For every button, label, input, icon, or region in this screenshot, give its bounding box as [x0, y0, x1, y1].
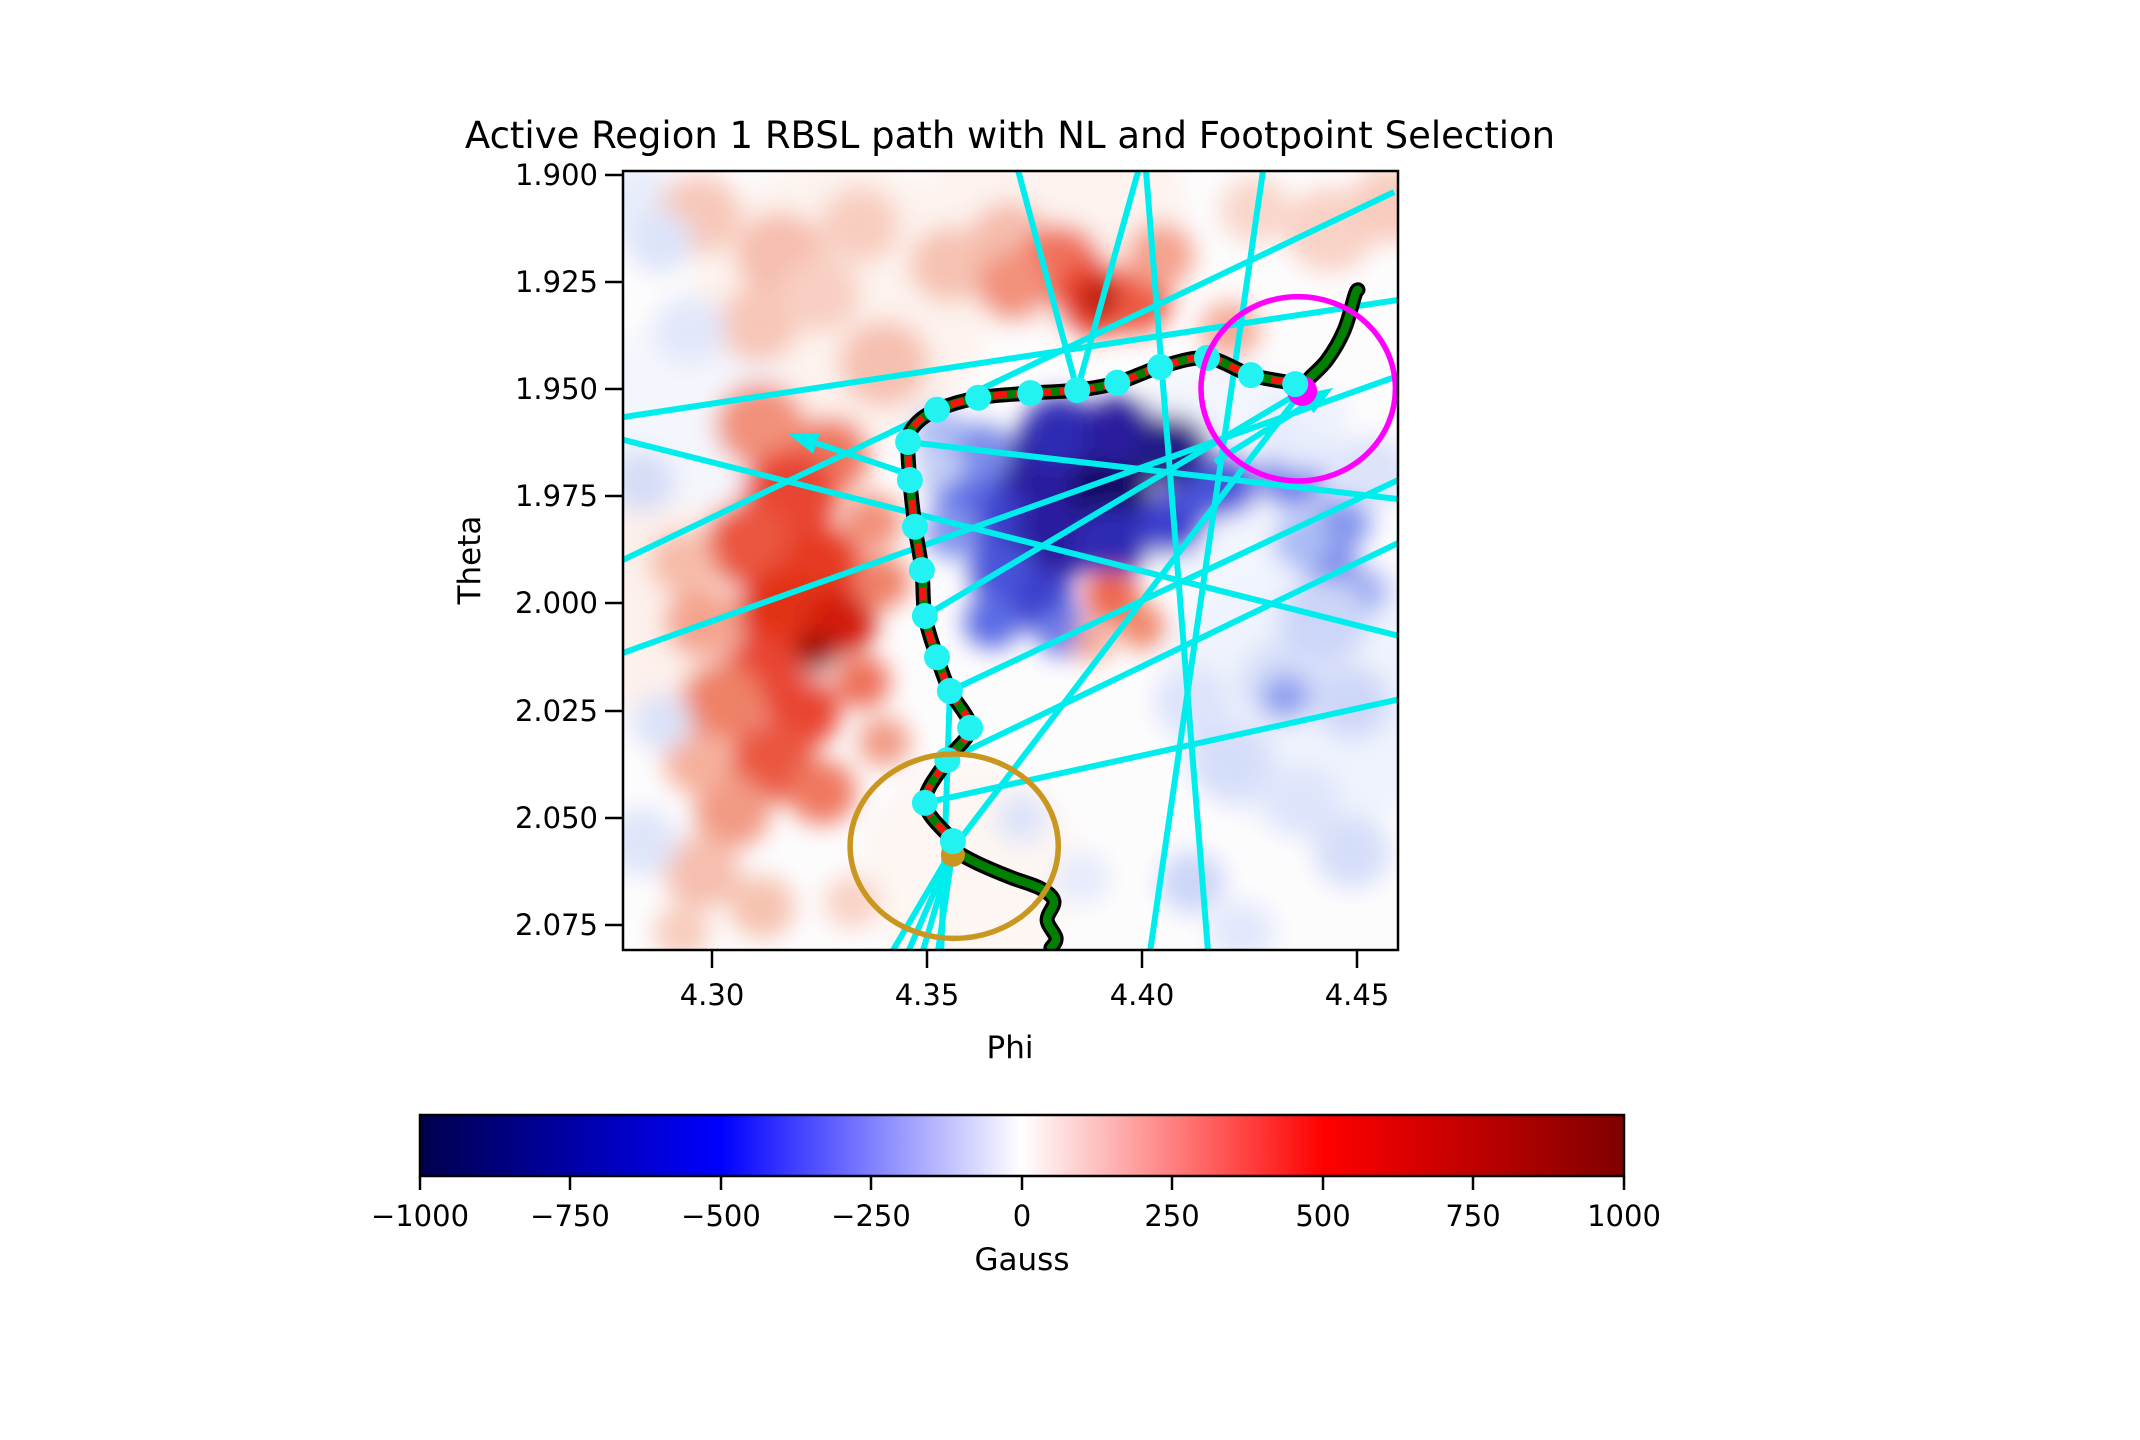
- colorbar-tick-label: −750: [530, 1199, 610, 1233]
- path-dot: [902, 513, 928, 540]
- y-tick-label: 1.900: [515, 158, 598, 192]
- path-dot: [1064, 377, 1091, 404]
- x-tick-label: 4.30: [680, 978, 745, 1012]
- colorbar-tick-label: −500: [681, 1199, 761, 1233]
- nl-candidate-line: [623, 373, 1398, 656]
- footpoint-selection-circle: [1198, 293, 1399, 484]
- x-tick-marks: [710, 950, 1359, 968]
- heat-blobs: [623, 171, 1398, 950]
- path-dot: [1237, 362, 1264, 389]
- x-tick-labels: 4.30 4.35 4.40 4.45: [680, 978, 1390, 1012]
- y-tick-label: 1.925: [515, 265, 598, 299]
- x-tick-label: 4.35: [895, 978, 960, 1012]
- colorbar-tick-label: 0: [1013, 1199, 1031, 1233]
- nl-candidate-line: [907, 439, 1398, 502]
- nl-candidate-line: [623, 189, 1396, 563]
- colorbar-tick-label: 1000: [1587, 1199, 1661, 1233]
- nl-candidate-line: [1143, 171, 1211, 950]
- y-axis-label: Theta: [452, 516, 488, 606]
- nl-candidate-line: [924, 696, 1398, 806]
- path-dot: [911, 603, 938, 629]
- x-tick-label: 4.40: [1110, 978, 1175, 1012]
- path-dot: [911, 789, 938, 816]
- nl-candidate-line: [1147, 171, 1266, 950]
- path-dot: [1017, 380, 1044, 407]
- path-dot: [1282, 371, 1309, 398]
- nl-candidate-line: [1015, 171, 1081, 391]
- path-dot: [924, 396, 950, 423]
- footpoint-selection-circles: [847, 293, 1399, 942]
- y-tick-labels: 1.900 1.925 1.950 1.975 2.000 2.025 2.05…: [515, 158, 598, 942]
- colorbar-tick-label: 750: [1445, 1199, 1500, 1233]
- colorbar-tick-marks: [418, 1176, 1626, 1190]
- y-tick-label: 2.075: [515, 908, 598, 942]
- path-dot: [965, 384, 992, 411]
- path-dot: [939, 828, 966, 855]
- colorbar: [418, 1113, 1626, 1178]
- path-dot: [1104, 369, 1131, 396]
- path-dot: [957, 714, 984, 741]
- colorbar-tick-labels: −1000 −750 −500 −250 0 250 500 750 1000: [371, 1199, 1661, 1233]
- footpoint-selection-circle: [847, 751, 1062, 942]
- path-dot: [936, 678, 963, 704]
- x-axis-label: Phi: [987, 1030, 1034, 1066]
- path-dot: [1147, 353, 1174, 380]
- colorbar-tick-label: 500: [1295, 1199, 1350, 1233]
- path-dot: [895, 429, 922, 455]
- arrow-head: [788, 432, 821, 454]
- path-dot: [934, 747, 961, 774]
- y-tick-label: 2.050: [515, 801, 598, 835]
- path-dots: [895, 344, 1318, 867]
- colorbar-tick-label: −250: [831, 1199, 911, 1233]
- colorbar-tick-label: −1000: [371, 1199, 469, 1233]
- path-dot: [908, 557, 935, 584]
- y-tick-marks: [605, 173, 623, 927]
- nl-candidate-line: [623, 297, 1398, 421]
- colorbar-label: Gauss: [975, 1242, 1070, 1278]
- colorbar-tick-label: 250: [1144, 1199, 1199, 1233]
- nl-candidate-line: [923, 388, 1304, 619]
- nl-candidate-line: [945, 540, 1398, 763]
- axes-frame: [621, 169, 1400, 952]
- plot-title: Active Region 1 RBSL path with NL and Fo…: [465, 114, 1555, 157]
- path-dot: [924, 644, 950, 671]
- x-tick-label: 4.45: [1325, 978, 1390, 1012]
- y-tick-label: 2.000: [515, 586, 598, 620]
- magnetogram-heatmap: [623, 171, 1398, 950]
- y-tick-label: 2.025: [515, 694, 598, 728]
- nl-candidate-line: [1074, 171, 1142, 391]
- y-tick-label: 1.975: [515, 479, 598, 513]
- y-tick-label: 1.950: [515, 372, 598, 406]
- path-dot: [896, 467, 923, 494]
- nl-candidate-line: [938, 690, 953, 950]
- nl-candidate-line: [948, 477, 1398, 694]
